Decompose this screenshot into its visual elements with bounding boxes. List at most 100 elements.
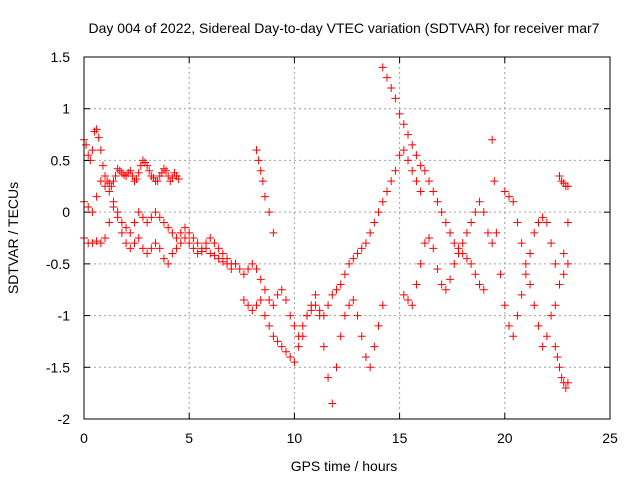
data-point — [382, 73, 391, 82]
y-tick-label: -1.5 — [46, 359, 70, 375]
data-point — [563, 378, 572, 387]
data-point — [90, 127, 99, 136]
data-point — [218, 249, 227, 258]
data-point — [206, 249, 215, 258]
data-point — [513, 311, 522, 320]
data-points — [80, 63, 572, 408]
data-point — [151, 208, 160, 217]
data-point — [176, 239, 185, 248]
x-tick-label: 5 — [185, 430, 193, 446]
data-point — [555, 280, 564, 289]
data-point — [551, 342, 560, 351]
series-trace-k — [551, 342, 572, 392]
data-point — [420, 166, 429, 175]
data-point — [117, 228, 126, 237]
data-point — [467, 218, 476, 227]
data-point — [328, 399, 337, 408]
data-point — [404, 156, 413, 165]
data-point — [281, 347, 290, 356]
data-point — [446, 275, 455, 284]
data-point — [505, 192, 514, 201]
data-point — [273, 290, 282, 299]
data-point — [235, 265, 244, 274]
data-point — [530, 228, 539, 237]
data-point — [265, 296, 274, 305]
data-point — [557, 373, 566, 382]
data-point — [193, 239, 202, 248]
data-point — [159, 254, 168, 263]
data-point — [433, 265, 442, 274]
data-point — [399, 290, 408, 299]
data-point — [258, 177, 267, 186]
data-point — [122, 239, 131, 248]
data-point — [260, 192, 269, 201]
data-point — [530, 301, 539, 310]
data-point — [557, 177, 566, 186]
grid — [84, 57, 610, 419]
data-point — [252, 301, 261, 310]
data-point — [357, 332, 366, 341]
data-point — [332, 285, 341, 294]
data-point — [227, 265, 236, 274]
data-point — [294, 342, 303, 351]
axis-ticks — [83, 56, 611, 420]
data-point — [126, 244, 135, 253]
data-point — [553, 352, 562, 361]
data-point — [151, 239, 160, 248]
data-point — [340, 311, 349, 320]
data-point — [130, 177, 139, 186]
data-point — [416, 259, 425, 268]
data-point — [98, 161, 107, 170]
data-point — [92, 192, 101, 201]
data-point — [471, 208, 480, 217]
data-point — [315, 311, 324, 320]
series-trace-j — [555, 171, 572, 191]
data-point — [458, 239, 467, 248]
data-point — [159, 164, 168, 173]
data-point — [366, 228, 375, 237]
data-point — [490, 177, 499, 186]
data-point — [147, 171, 156, 180]
data-point — [517, 239, 526, 248]
series-trace-i — [500, 187, 572, 351]
data-point — [174, 175, 183, 184]
data-point — [370, 218, 379, 227]
data-point — [176, 228, 185, 237]
data-point — [361, 352, 370, 361]
data-point — [462, 228, 471, 237]
data-point — [526, 249, 535, 258]
data-point — [290, 358, 299, 367]
data-point — [404, 130, 413, 139]
data-point — [218, 257, 227, 266]
data-point — [454, 249, 463, 258]
x-axis-title: GPS time / hours — [291, 458, 398, 474]
data-point — [395, 109, 404, 118]
data-point — [143, 218, 152, 227]
data-point — [92, 125, 101, 134]
data-point — [119, 170, 128, 179]
data-point — [561, 383, 570, 392]
data-point — [138, 213, 147, 222]
data-point — [96, 146, 105, 155]
data-point — [378, 301, 387, 310]
data-point — [412, 280, 421, 289]
data-point — [138, 244, 147, 253]
data-point — [513, 218, 522, 227]
series-trace-a — [80, 125, 183, 191]
data-point — [130, 239, 139, 248]
data-point — [467, 259, 476, 268]
data-point — [239, 296, 248, 305]
series-trace-d — [239, 290, 387, 408]
data-point — [475, 197, 484, 206]
data-point — [340, 270, 349, 279]
data-point — [538, 213, 547, 222]
data-point — [425, 177, 434, 186]
data-point — [559, 249, 568, 258]
data-point — [147, 244, 156, 253]
data-point — [298, 332, 307, 341]
data-point — [132, 175, 141, 184]
series-trace-e — [252, 146, 278, 237]
data-point — [496, 270, 505, 279]
data-point — [374, 321, 383, 330]
